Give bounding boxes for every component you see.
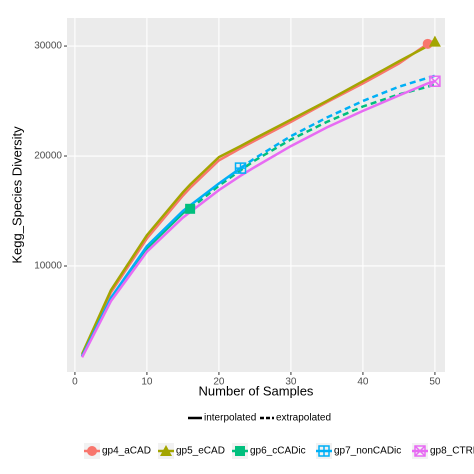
marker bbox=[235, 446, 245, 456]
legend-text: gp7_nonCADic bbox=[334, 446, 401, 457]
y-tick-label: 30000 bbox=[34, 41, 62, 52]
x-tick-label: 40 bbox=[357, 377, 369, 388]
legend-text: gp6_cCADic bbox=[250, 446, 306, 457]
x-tick-label: 30 bbox=[285, 377, 297, 388]
marker bbox=[428, 35, 441, 47]
x-tick-label: 50 bbox=[429, 377, 441, 388]
panel bbox=[67, 18, 445, 372]
legend-text: interpolated bbox=[204, 413, 256, 424]
marker bbox=[234, 162, 247, 174]
x-axis-title: Number of Samples bbox=[199, 383, 314, 398]
marker-box bbox=[414, 445, 426, 457]
x-tick-label: 20 bbox=[213, 377, 225, 388]
marker-box bbox=[429, 75, 441, 87]
marker-cross bbox=[414, 445, 426, 457]
y-tick-label: 20000 bbox=[34, 151, 62, 162]
marker-cross bbox=[235, 163, 246, 174]
marker bbox=[414, 445, 426, 457]
legend-text: gp8_CTRL bbox=[430, 446, 474, 457]
legend-text: extrapolated bbox=[276, 413, 331, 424]
interpolated-line bbox=[80, 40, 436, 355]
marker bbox=[429, 75, 441, 87]
marker-cross bbox=[319, 446, 329, 456]
legend-text: gp5_eCAD bbox=[176, 446, 225, 457]
extrapolated-line bbox=[239, 74, 436, 170]
marker bbox=[87, 446, 97, 456]
marker bbox=[318, 445, 330, 457]
y-tick-label: 10000 bbox=[34, 261, 62, 272]
legend-text: gp4_aCAD bbox=[102, 446, 151, 457]
interpolated-line bbox=[80, 80, 436, 358]
marker bbox=[185, 203, 196, 214]
x-tick-label: 10 bbox=[141, 377, 153, 388]
x-tick-label: 0 bbox=[72, 377, 78, 388]
interpolated-line bbox=[80, 167, 242, 357]
interpolated-line bbox=[80, 42, 429, 356]
marker bbox=[160, 445, 172, 456]
marker-cross bbox=[429, 75, 441, 87]
y-axis-title: Kegg_Species Diversity bbox=[9, 126, 24, 264]
